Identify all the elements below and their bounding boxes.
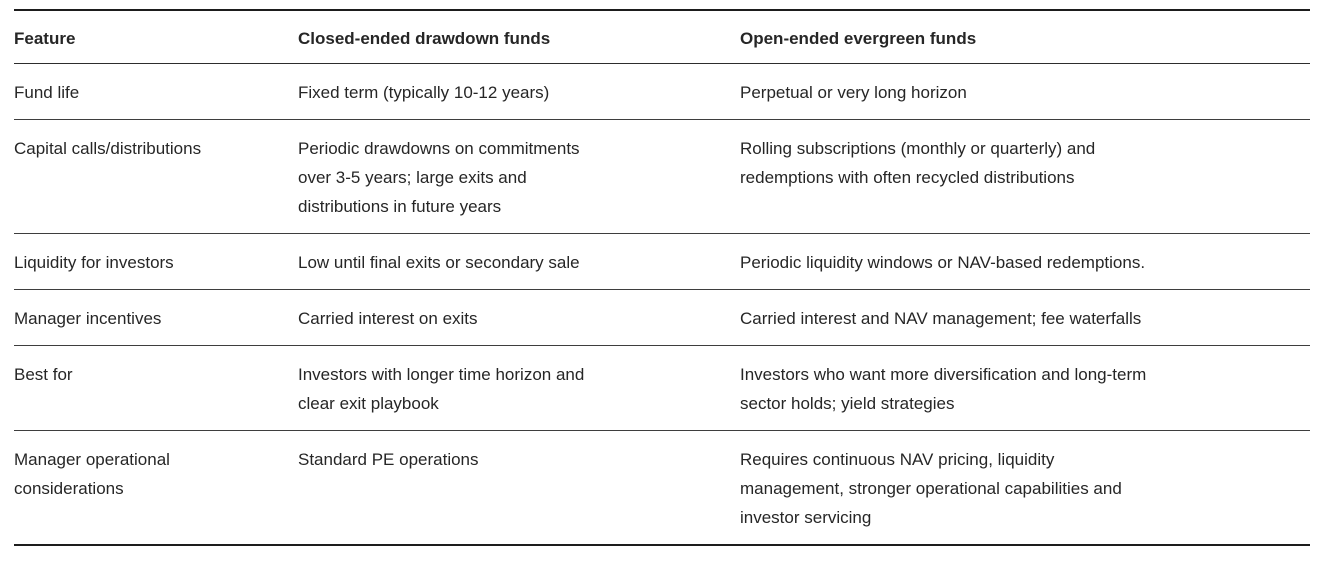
column-header-open-ended: Open-ended evergreen funds <box>740 10 1310 64</box>
feature-cell: Best for <box>14 345 298 431</box>
column-header-closed-ended: Closed-ended drawdown funds <box>298 10 740 64</box>
feature-cell: Manager operational considerations <box>14 450 170 498</box>
column-header-feature: Feature <box>14 10 298 64</box>
table-row: Manager operational considerations Stand… <box>14 431 1310 546</box>
table-row: Liquidity for investors Low until final … <box>14 233 1310 290</box>
feature-cell: Manager incentives <box>14 289 298 346</box>
open-fund-cell: Periodic liquidity windows or NAV-based … <box>740 233 1310 290</box>
open-fund-cell: Requires continuous NAV pricing, liquidi… <box>740 450 1122 527</box>
fund-comparison-table: Feature Closed-ended drawdown funds Open… <box>14 9 1310 546</box>
table-row: Capital calls/distributions Periodic dra… <box>14 119 1310 234</box>
feature-cell: Fund life <box>14 63 298 120</box>
closed-fund-cell: Low until final exits or secondary sale <box>298 233 740 290</box>
feature-cell: Liquidity for investors <box>14 233 298 290</box>
table-row: Manager incentives Carried interest on e… <box>14 289 1310 346</box>
closed-fund-cell: Periodic drawdowns on commitments over 3… <box>298 119 740 234</box>
open-fund-cell: Carried interest and NAV management; fee… <box>740 289 1310 346</box>
closed-fund-cell: Fixed term (typically 10-12 years) <box>298 63 740 120</box>
closed-fund-cell: Carried interest on exits <box>298 289 740 346</box>
closed-fund-cell: Standard PE operations <box>298 450 479 469</box>
feature-cell: Capital calls/distributions <box>14 119 298 234</box>
fund-comparison-table-container: Feature Closed-ended drawdown funds Open… <box>14 9 1310 546</box>
open-fund-cell: Perpetual or very long horizon <box>740 63 1310 120</box>
header-row: Feature Closed-ended drawdown funds Open… <box>14 10 1310 64</box>
closed-fund-cell: Investors with longer time horizon and c… <box>298 345 740 431</box>
open-fund-cell: Rolling subscriptions (monthly or quarte… <box>740 119 1310 234</box>
table-row: Best for Investors with longer time hori… <box>14 345 1310 431</box>
open-fund-cell: Investors who want more diversification … <box>740 345 1310 431</box>
table-row: Fund life Fixed term (typically 10-12 ye… <box>14 63 1310 120</box>
